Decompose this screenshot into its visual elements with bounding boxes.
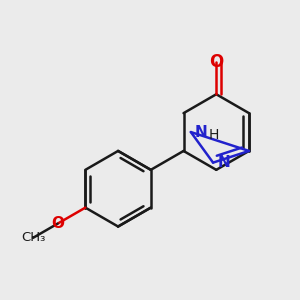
- Text: N: N: [218, 155, 230, 170]
- Text: CH₃: CH₃: [21, 231, 45, 244]
- Text: O: O: [209, 53, 224, 71]
- Text: N: N: [194, 124, 207, 140]
- Text: H: H: [208, 128, 219, 142]
- Text: O: O: [51, 216, 64, 231]
